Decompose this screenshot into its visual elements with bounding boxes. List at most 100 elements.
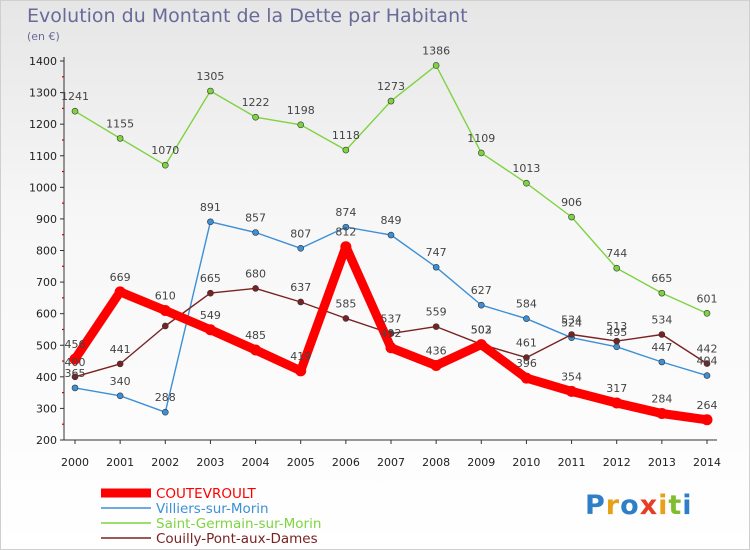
- logo-letter: i: [682, 490, 693, 521]
- legend-label: Villiers-sur-Morin: [156, 501, 269, 517]
- data-point: [658, 289, 666, 297]
- data-label: 744: [606, 247, 627, 260]
- data-point: [656, 407, 668, 419]
- data-label: 601: [697, 292, 718, 305]
- data-point: [523, 179, 530, 187]
- data-point: [71, 373, 79, 381]
- data-label: 1386: [422, 44, 450, 57]
- data-label: 637: [290, 281, 311, 294]
- data-point: [568, 213, 575, 221]
- data-point: [116, 392, 124, 400]
- data-label: 680: [245, 267, 266, 280]
- y-tick-label: 500: [36, 339, 57, 352]
- data-point: [204, 324, 216, 336]
- data-label: 807: [290, 227, 311, 240]
- data-point: [71, 107, 79, 115]
- data-point: [252, 113, 259, 121]
- data-label: 340: [110, 375, 131, 388]
- data-point: [387, 97, 395, 105]
- data-label: 874: [335, 206, 356, 219]
- y-tick-label: 600: [36, 308, 57, 321]
- data-point: [523, 354, 530, 361]
- data-label: 441: [110, 343, 131, 356]
- y-tick-label: 1300: [29, 87, 57, 100]
- legend-label: Couilly-Pont-aux-Dames: [156, 531, 318, 547]
- data-point: [252, 285, 259, 292]
- data-point: [613, 264, 621, 272]
- data-label: 549: [200, 309, 221, 322]
- x-tick-label: 2012: [603, 456, 631, 469]
- data-label: 665: [200, 272, 221, 285]
- data-point: [658, 358, 666, 366]
- data-label: 456: [65, 338, 86, 351]
- data-point: [114, 286, 126, 298]
- logo-letter: P: [585, 490, 606, 521]
- data-point: [161, 161, 169, 169]
- data-point: [207, 289, 214, 297]
- data-point: [432, 263, 440, 271]
- logo-letter: r: [605, 490, 621, 521]
- y-tick-label: 1200: [29, 118, 57, 131]
- chart-unit-label: (en €): [27, 30, 60, 43]
- data-label: 492: [381, 327, 402, 340]
- data-label: 584: [516, 298, 537, 311]
- data-point: [297, 298, 305, 306]
- data-label: 284: [651, 392, 672, 405]
- data-label: 906: [561, 196, 582, 209]
- legend: COUTEVROULTVilliers-sur-MorinSaint-Germa…: [101, 486, 321, 547]
- data-point: [297, 244, 305, 252]
- data-point: [250, 344, 262, 356]
- data-point: [613, 343, 621, 351]
- x-tick-label: 2013: [648, 456, 676, 469]
- data-point: [161, 322, 169, 330]
- series-layer: [69, 62, 713, 426]
- data-point: [385, 342, 397, 354]
- logo-letter: x: [639, 490, 659, 521]
- data-label: 1222: [242, 96, 270, 109]
- data-point: [161, 408, 169, 416]
- data-label: 404: [697, 355, 718, 368]
- data-point: [432, 323, 440, 330]
- data-label: 857: [245, 211, 266, 224]
- data-label: 534: [561, 314, 582, 327]
- data-label: 559: [426, 306, 447, 319]
- axes: 200 300 400 500 600 700 800 900 1000 1100 1200 1300…: [29, 55, 721, 469]
- x-tick-label: 2008: [422, 456, 450, 469]
- data-point: [520, 372, 532, 384]
- data-point: [611, 397, 623, 409]
- data-label: 317: [606, 382, 627, 395]
- data-label: 1109: [467, 132, 495, 145]
- data-labels: 1241 1155 1070 1305 1222 1198 1118 1273 1386 1109…: [61, 44, 718, 411]
- data-point: [701, 414, 713, 426]
- y-tick-label: 200: [36, 434, 57, 447]
- x-tick-label: 2003: [196, 456, 224, 469]
- x-tick-label: 2007: [377, 456, 405, 469]
- x-tick-label: 2010: [512, 456, 540, 469]
- data-point: [387, 231, 395, 239]
- data-point: [116, 135, 124, 142]
- data-label: 1070: [151, 144, 179, 157]
- data-label: 1118: [332, 129, 360, 142]
- data-point: [207, 87, 214, 95]
- data-label: 524: [561, 317, 582, 330]
- x-tick-label: 2005: [287, 456, 315, 469]
- data-label: 1155: [106, 117, 134, 130]
- data-label: 354: [561, 370, 582, 383]
- data-point: [523, 315, 530, 323]
- data-label: 534: [651, 314, 672, 327]
- data-point: [475, 339, 487, 351]
- data-label: 436: [426, 344, 447, 357]
- x-tick-label: 2000: [61, 456, 89, 469]
- data-point: [613, 337, 621, 345]
- x-tick-label: 2011: [558, 456, 586, 469]
- data-label: 669: [110, 271, 131, 284]
- data-point: [703, 310, 711, 317]
- data-label: 442: [697, 343, 718, 356]
- data-point: [477, 149, 485, 157]
- data-point: [295, 365, 307, 377]
- data-label: 610: [155, 290, 176, 303]
- data-label: 812: [335, 226, 356, 239]
- data-label: 1013: [512, 162, 540, 175]
